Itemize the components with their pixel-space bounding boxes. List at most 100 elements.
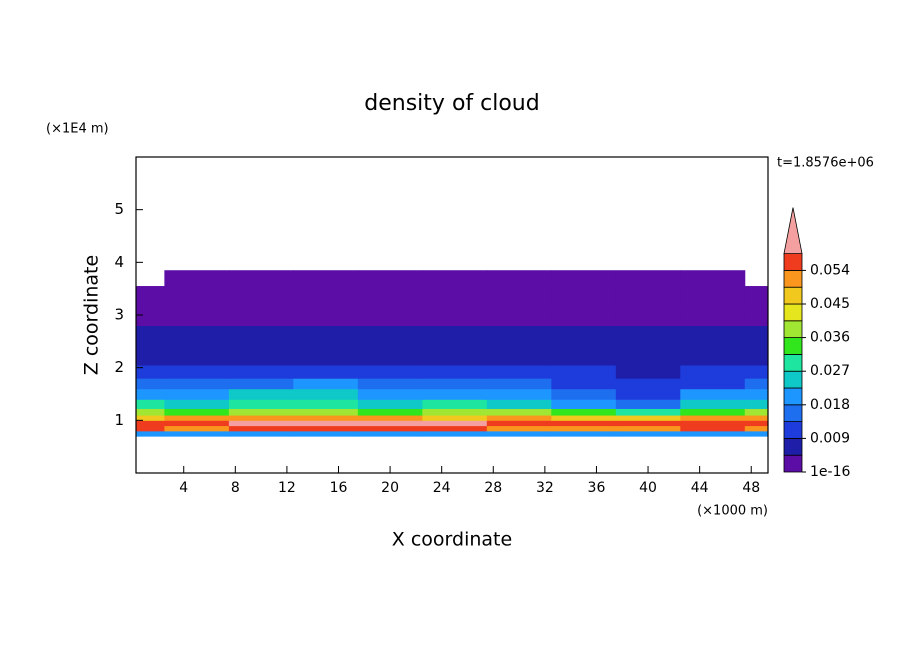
contour-cell bbox=[422, 388, 488, 400]
contour-cell bbox=[357, 346, 423, 366]
colorbar-box bbox=[783, 370, 803, 389]
contour-cell bbox=[422, 415, 488, 421]
contour-cell bbox=[357, 399, 423, 409]
contour-cell bbox=[293, 378, 359, 390]
contour-cell bbox=[164, 270, 230, 287]
contour-cell bbox=[551, 378, 617, 390]
contour-cell bbox=[357, 286, 423, 305]
contour-cell bbox=[293, 420, 359, 427]
contour-cell bbox=[615, 325, 681, 348]
contour-cell bbox=[486, 346, 552, 366]
field bbox=[136, 270, 768, 437]
contour-cell bbox=[357, 325, 423, 348]
contour-cell bbox=[228, 365, 294, 379]
x-tick-label: 12 bbox=[278, 480, 296, 496]
contour-cell bbox=[615, 420, 681, 427]
contour-cell bbox=[357, 415, 423, 421]
x-tick-label: 32 bbox=[536, 480, 554, 496]
contour-cell bbox=[164, 346, 230, 366]
contour-cell bbox=[744, 430, 768, 437]
colorbar-box bbox=[783, 353, 803, 372]
x-tick-label: 8 bbox=[231, 480, 240, 496]
contour-cell bbox=[486, 388, 552, 400]
contour-cell bbox=[680, 286, 746, 305]
contour-cell bbox=[680, 430, 746, 437]
colorbar-box bbox=[783, 421, 803, 439]
x-tick-label: 44 bbox=[691, 480, 709, 496]
contour-cell bbox=[164, 365, 230, 379]
contour-cell bbox=[136, 346, 165, 366]
contour-cell bbox=[228, 270, 294, 287]
contour-cell bbox=[615, 378, 681, 390]
x-tick-label: 4 bbox=[179, 480, 188, 496]
contour-cell bbox=[357, 408, 423, 416]
contour-cell bbox=[357, 378, 423, 390]
contour-cell bbox=[422, 286, 488, 305]
contour-cell bbox=[744, 304, 768, 327]
chart-title: density of cloud bbox=[364, 91, 539, 116]
contour-cell bbox=[136, 378, 165, 390]
contour-cell bbox=[357, 365, 423, 379]
contour-cell bbox=[615, 270, 681, 287]
contour-cell bbox=[228, 346, 294, 366]
contour-cell bbox=[486, 286, 552, 305]
contour-cell bbox=[680, 399, 746, 409]
colorbar-label: 0.027 bbox=[810, 363, 850, 379]
y-tick-label: 3 bbox=[114, 306, 124, 324]
contour-cell bbox=[551, 286, 617, 305]
contour-cell bbox=[486, 365, 552, 379]
contour-cell bbox=[551, 430, 617, 437]
contour-cell bbox=[357, 430, 423, 437]
contour-cell bbox=[486, 399, 552, 409]
contour-cell bbox=[293, 388, 359, 400]
contour-cell bbox=[551, 270, 617, 287]
contour-cell bbox=[680, 346, 746, 366]
contour-cell bbox=[228, 388, 294, 400]
contour-cell bbox=[615, 415, 681, 421]
contour-cell bbox=[422, 304, 488, 327]
contour-cell bbox=[293, 415, 359, 421]
contour-cell bbox=[551, 408, 617, 416]
contour-cell bbox=[228, 430, 294, 437]
y-tick-label: 4 bbox=[114, 253, 124, 271]
contour-cell bbox=[680, 425, 746, 432]
contour-cell bbox=[164, 378, 230, 390]
contour-cell bbox=[744, 415, 768, 421]
x-tick-label: 24 bbox=[433, 480, 451, 496]
contour-cell bbox=[357, 425, 423, 432]
contour-cell bbox=[680, 388, 746, 400]
contour-cell bbox=[486, 408, 552, 416]
y-tick-label: 5 bbox=[114, 200, 124, 218]
colorbar-box bbox=[783, 404, 803, 422]
contour-cell bbox=[164, 425, 230, 432]
contour-cell bbox=[680, 408, 746, 416]
colorbar-box bbox=[783, 387, 803, 406]
contour-cell bbox=[551, 399, 617, 409]
contour-cell bbox=[136, 415, 165, 421]
colorbar-box bbox=[783, 253, 803, 271]
contour-cell bbox=[228, 304, 294, 327]
contour-cell bbox=[422, 378, 488, 390]
y-tick-label: 1 bbox=[114, 411, 124, 429]
contour-cell bbox=[164, 408, 230, 416]
x-tick-label: 20 bbox=[381, 480, 399, 496]
contour-cell bbox=[422, 365, 488, 379]
contour-cell bbox=[357, 304, 423, 327]
contour-cell bbox=[744, 346, 768, 366]
colorbar-over bbox=[783, 207, 803, 254]
contour-cell bbox=[551, 365, 617, 379]
contour-cell bbox=[551, 325, 617, 348]
colorbar-label: 0.045 bbox=[810, 296, 850, 312]
contour-cell bbox=[680, 420, 746, 427]
x-tick-label: 40 bbox=[639, 480, 657, 496]
x-tick-label: 16 bbox=[330, 480, 348, 496]
colorbar-label: 1e-16 bbox=[810, 464, 850, 480]
contour-cell bbox=[136, 365, 165, 379]
time-annotation: t=1.8576e+06 bbox=[777, 156, 874, 171]
contour-cell bbox=[228, 286, 294, 305]
contour-cell bbox=[680, 378, 746, 390]
contour-cell bbox=[422, 408, 488, 416]
contour-cell bbox=[293, 304, 359, 327]
contour-cell bbox=[744, 378, 768, 390]
